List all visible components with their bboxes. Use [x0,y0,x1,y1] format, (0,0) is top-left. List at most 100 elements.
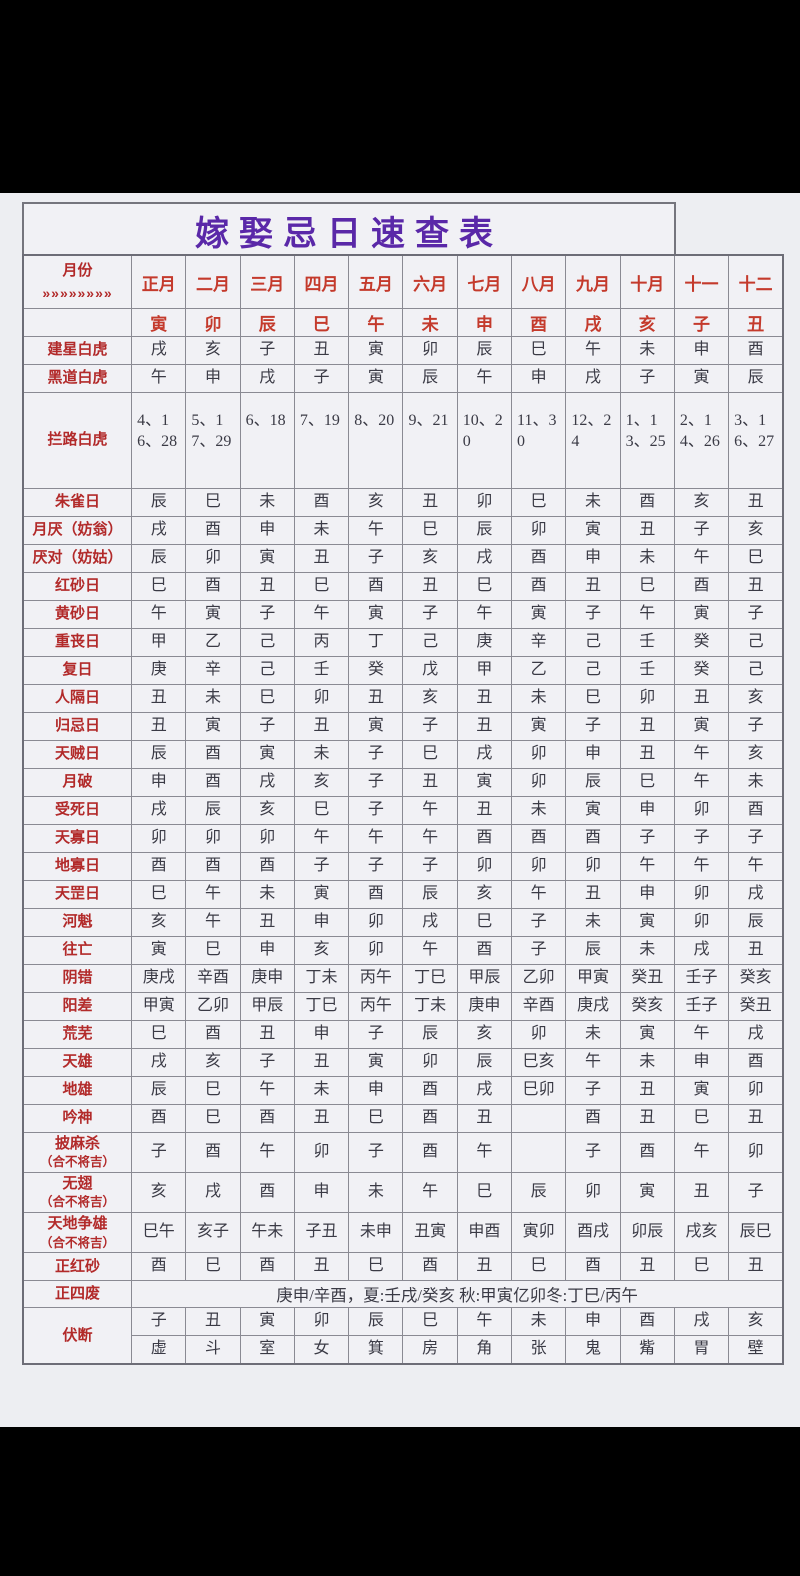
day-cell: 辛酉 [511,992,567,1021]
day-cell: 午 [456,364,513,393]
day-cell: 未 [185,684,241,713]
day-cell: 辰 [402,1020,458,1049]
row-label: 阴错 [22,964,133,993]
day-cell: 子 [619,364,675,393]
day-cell: 卯 [673,908,730,937]
day-cell: 酉 [185,768,241,797]
day-cell: 癸亥 [728,964,784,993]
day-cell: 亥 [348,488,404,517]
row-label: 正红砂 [22,1252,133,1282]
day-cell: 未 [565,1020,621,1049]
day-cell: 卯 [511,768,567,797]
day-cell: 酉 [131,1104,187,1133]
day-cell: 卯 [511,740,567,769]
month-header: 十一 [673,254,730,309]
day-cell: 丑 [728,1252,784,1282]
day-cell: 未 [619,1048,675,1077]
day-cell: 申 [293,1172,350,1214]
day-cell: 辰巳 [728,1212,784,1254]
row-label: 天贼日 [22,740,133,769]
day-cell: 卯 [402,1048,458,1077]
day-cell: 巳 [402,1307,458,1337]
day-cell: 亥 [728,1307,784,1337]
day-cell: 子 [728,712,784,741]
table-row: 月破申酉戌亥子丑寅卯辰巳午未 [22,768,784,797]
day-cell: 庚 [131,656,187,685]
day-cell: 亥 [131,908,187,937]
day-cell: 午 [131,364,187,393]
page-title: 嫁娶忌日速查表 [195,215,503,253]
day-cell: 戌 [728,880,784,909]
row-label: 天罡日 [22,880,133,909]
day-cell: 丑 [728,572,784,601]
row-label: 荒芜 [22,1020,133,1049]
day-cell: 卯 [131,824,187,853]
day-cell: 卯 [511,516,567,545]
day-cell: 卯 [511,1020,567,1049]
day-cell: 寅 [239,740,295,769]
day-cell: 卯 [728,1131,784,1174]
day-cell: 申酉 [456,1212,513,1254]
day-cell: 酉 [456,824,513,853]
table-row: 无翅 （合不将吉）亥戌酉申未午巳辰卯寅丑子 [22,1172,784,1214]
day-cell: 丑 [293,336,350,365]
day-cell: 丑寅 [402,1212,458,1254]
day-cell: 壬子 [673,992,730,1021]
day-cell: 寅 [185,600,241,629]
table-row: 天雄戌亥子丑寅卯辰巳亥午未申酉 [22,1048,784,1077]
table-row: 地寡日酉酉酉子子子卯卯卯午午午 [22,852,784,881]
day-cell: 午 [293,600,350,629]
month-header: 十二 [728,254,784,309]
day-cell: 己 [728,656,784,685]
day-cell: 未 [728,768,784,797]
day-cell: 丑 [402,768,458,797]
day-cell: 寅 [673,712,730,741]
table-row: 荒芜巳酉丑申子辰亥卯未寅午戌 [22,1020,784,1049]
branch-cell: 子 [673,308,730,337]
day-cell: 子 [348,740,404,769]
day-cell: 辰 [565,936,621,965]
day-cell: 子 [402,712,458,741]
day-cell: 丙 [293,628,350,657]
branch-cell: 戌 [565,308,621,337]
day-cell: 壬子 [673,964,730,993]
day-cell: 子 [348,1020,404,1049]
day-cell: 巳 [619,768,675,797]
day-cell: 子 [239,1048,295,1077]
day-cell: 卯 [348,908,404,937]
star-cell: 角 [456,1335,513,1365]
day-cell: 巳 [239,684,295,713]
day-cell: 卯 [402,336,458,365]
day-cell: 庚 [456,628,513,657]
day-cell: 卯 [511,852,567,881]
day-cell: 午 [619,852,675,881]
table-row: 复日庚辛己壬癸戊甲乙己壬癸己 [22,656,784,685]
day-cell: 丑 [402,572,458,601]
day-cell: 寅 [673,364,730,393]
table-row: 地雄辰巳午未申酉戌巳卯子丑寅卯 [22,1076,784,1105]
day-cell: 己 [402,628,458,657]
day-cell: 午 [565,1048,621,1077]
day-cell: 辰 [185,796,241,825]
day-cell: 丁 [348,628,404,657]
star-cell: 胃 [673,1335,730,1365]
day-cell: 丁未 [293,964,350,993]
day-cell: 午 [402,824,458,853]
table-row: 拦路白虎 4、16、28 5、17、29 6、18 7、19 8、20 9、21 10、20 1… [22,392,784,489]
day-cell: 子 [348,768,404,797]
day-cell: 午 [456,600,513,629]
star-cell: 女 [293,1335,350,1365]
day-cell: 巳 [456,572,513,601]
day-cell: 午 [185,880,241,909]
day-cell: 壬 [619,628,675,657]
day-cell: 卯 [185,824,241,853]
day-cell: 午 [619,600,675,629]
table-row: 黑道白虎午申戌子寅辰午申戌子寅辰 [22,364,784,393]
day-cell: 辛 [511,628,567,657]
day-cell: 酉 [402,1104,458,1133]
day-cell: 丁巳 [293,992,350,1021]
day-cell: 酉 [456,936,513,965]
table-row: 人隔日丑未巳卯丑亥丑未巳卯丑亥 [22,684,784,713]
day-cell: 戌 [131,516,187,545]
day-cell: 丑 [728,936,784,965]
